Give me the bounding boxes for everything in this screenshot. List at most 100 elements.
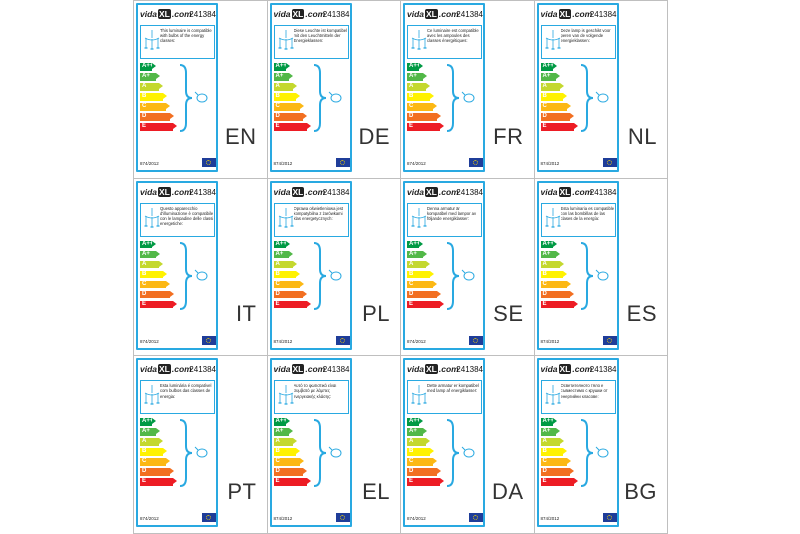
energy-class-bar: B	[273, 448, 300, 456]
energy-class-label: E	[409, 478, 414, 485]
energy-class-bar: C	[140, 280, 170, 289]
compatibility-text: Diese Leuchte ist kompatibel mit den Leu…	[293, 28, 348, 44]
label-footer: 874/2012	[407, 335, 483, 345]
eu-flag-icon	[335, 335, 350, 345]
language-code: DE	[358, 123, 390, 149]
energy-class-bar: C	[140, 458, 170, 466]
energy-class-bar: A	[407, 260, 430, 269]
energy-class-label: A++	[275, 418, 287, 425]
energy-label-card: vida XL .com 241384 Denna armatur är kompa…	[403, 180, 485, 350]
energy-class-bar: A	[140, 83, 163, 91]
energy-label-card: vida XL .com 241384 Dette armatur er kompa…	[403, 358, 485, 528]
energy-class-label: A++	[542, 63, 554, 69]
energy-class-bar: A+	[540, 73, 560, 81]
energy-class-bar: D	[540, 113, 574, 121]
energy-class-label: A	[142, 260, 147, 267]
energy-class-bar: B	[273, 270, 300, 279]
energy-label-panel-fr: vida XL .com 241384 Ce luminaire est compa…	[400, 0, 535, 179]
energy-class-bar: A	[407, 83, 430, 91]
energy-class-scale: A++ A+ A B C D E	[407, 418, 444, 490]
language-code: EN	[224, 123, 257, 149]
energy-class-bar: B	[273, 93, 300, 101]
description-box: Oprawa oświetleniowa jest kompatybilna z…	[273, 202, 349, 237]
eu-flag-icon	[469, 335, 483, 345]
energy-class-scale: A++ A+ A B C D E	[140, 63, 177, 135]
energy-class-label: D	[409, 113, 414, 119]
brand-logo: vida XL .com	[407, 186, 459, 197]
brand-logo: vida XL .com	[540, 186, 593, 197]
energy-class-bar: C	[407, 458, 437, 466]
brace-bulb-icon	[179, 419, 208, 488]
description-box: Осветителното тяло е съвместимо с крушки…	[540, 380, 616, 415]
energy-class-label: C	[275, 103, 280, 109]
energy-class-bar: B	[140, 93, 166, 101]
label-grid: vida XL .com 241384 This luminaire is comp…	[133, 0, 668, 534]
energy-label-card: vida XL .com 241384 Осветителното тяло е с…	[536, 358, 619, 528]
energy-class-bar: B	[540, 270, 567, 279]
energy-class-bar: D	[140, 113, 173, 121]
energy-class-label: B	[542, 270, 547, 277]
label-header: vida XL .com 241384	[140, 8, 216, 24]
brace-bulb-icon	[446, 64, 475, 132]
label-header: vida XL .com 241384	[541, 363, 617, 379]
energy-label-card: vida XL .com 241384 Deze lamp is geschikt …	[536, 3, 619, 172]
energy-class-label: A	[409, 83, 414, 89]
energy-class-label: A++	[542, 418, 554, 425]
description-box: Esta luminaria es compatible con las bom…	[540, 202, 616, 237]
brand-logo: vida XL .com	[540, 364, 593, 375]
energy-class-label: A	[542, 260, 547, 267]
energy-class-bar: B	[540, 448, 567, 456]
energy-class-label: B	[409, 448, 414, 455]
energy-class-label: B	[142, 270, 147, 277]
energy-class-label: B	[142, 93, 147, 99]
eu-flag-icon	[202, 158, 216, 167]
energy-class-label: E	[275, 300, 280, 307]
energy-class-bar: E	[540, 123, 578, 131]
energy-class-bar: A	[273, 260, 297, 269]
energy-class-bar: A+	[407, 73, 426, 81]
energy-class-label: A	[409, 438, 414, 445]
energy-class-bar: A+	[140, 73, 159, 81]
energy-class-bar: A+	[273, 250, 293, 259]
regulation-number: 874/2012	[273, 338, 293, 344]
energy-class-label: D	[542, 290, 547, 297]
language-code: PT	[227, 478, 257, 504]
label-header: vida XL .com 241384	[407, 363, 483, 379]
regulation-number: 874/2012	[540, 161, 560, 166]
energy-class-label: E	[142, 300, 147, 307]
brace-bulb-icon	[446, 419, 475, 488]
energy-class-bar: C	[540, 280, 571, 289]
language-code: PL	[362, 301, 390, 327]
energy-label-panel-nl: vida XL .com 241384 Deze lamp is geschikt …	[533, 0, 668, 179]
energy-class-bar: D	[273, 290, 307, 299]
energy-class-bar: B	[140, 270, 166, 279]
chandelier-icon	[411, 207, 427, 228]
chandelier-icon	[411, 385, 427, 405]
chandelier-icon	[278, 207, 293, 228]
label-footer: 874/2012	[274, 335, 350, 345]
energy-class-label: C	[409, 103, 414, 109]
eu-flag-icon	[602, 158, 617, 167]
energy-class-bar: A++	[407, 63, 423, 71]
energy-label-panel-el: vida XL .com 241384 Αυτό το φωτιστικό είνα…	[266, 355, 401, 534]
brand-logo: vida XL .com	[407, 9, 459, 19]
description-box: Esta luminária é compatível com bulbos d…	[140, 380, 215, 415]
energy-class-label: B	[409, 93, 414, 99]
energy-class-bar: D	[540, 290, 574, 299]
energy-label-panel-de: vida XL .com 241384 Diese Leuchte ist komp…	[266, 0, 401, 179]
energy-class-bar: A+	[140, 250, 159, 259]
energy-label-panel-bg: vida XL .com 241384 Осветителното тяло е с…	[533, 355, 668, 534]
energy-class-label: A++	[409, 240, 421, 247]
brand-logo: vida XL .com	[273, 364, 326, 375]
product-code: 241384	[322, 365, 350, 375]
description-box: Denna armatur är kompatibel med lampor a…	[407, 202, 482, 237]
brand-logo: vida XL .com	[540, 9, 593, 19]
description-box: Deze lamp is geschikt voor peren van de …	[540, 25, 616, 59]
energy-class-label: A+	[542, 73, 551, 79]
chandelier-icon	[411, 30, 427, 50]
energy-class-bar: C	[407, 103, 437, 111]
energy-class-label: D	[542, 468, 547, 475]
language-code: FR	[493, 123, 524, 149]
energy-class-bar: A	[540, 260, 564, 269]
energy-label-panel-es: vida XL .com 241384 Esta luminaria es comp…	[533, 177, 668, 357]
